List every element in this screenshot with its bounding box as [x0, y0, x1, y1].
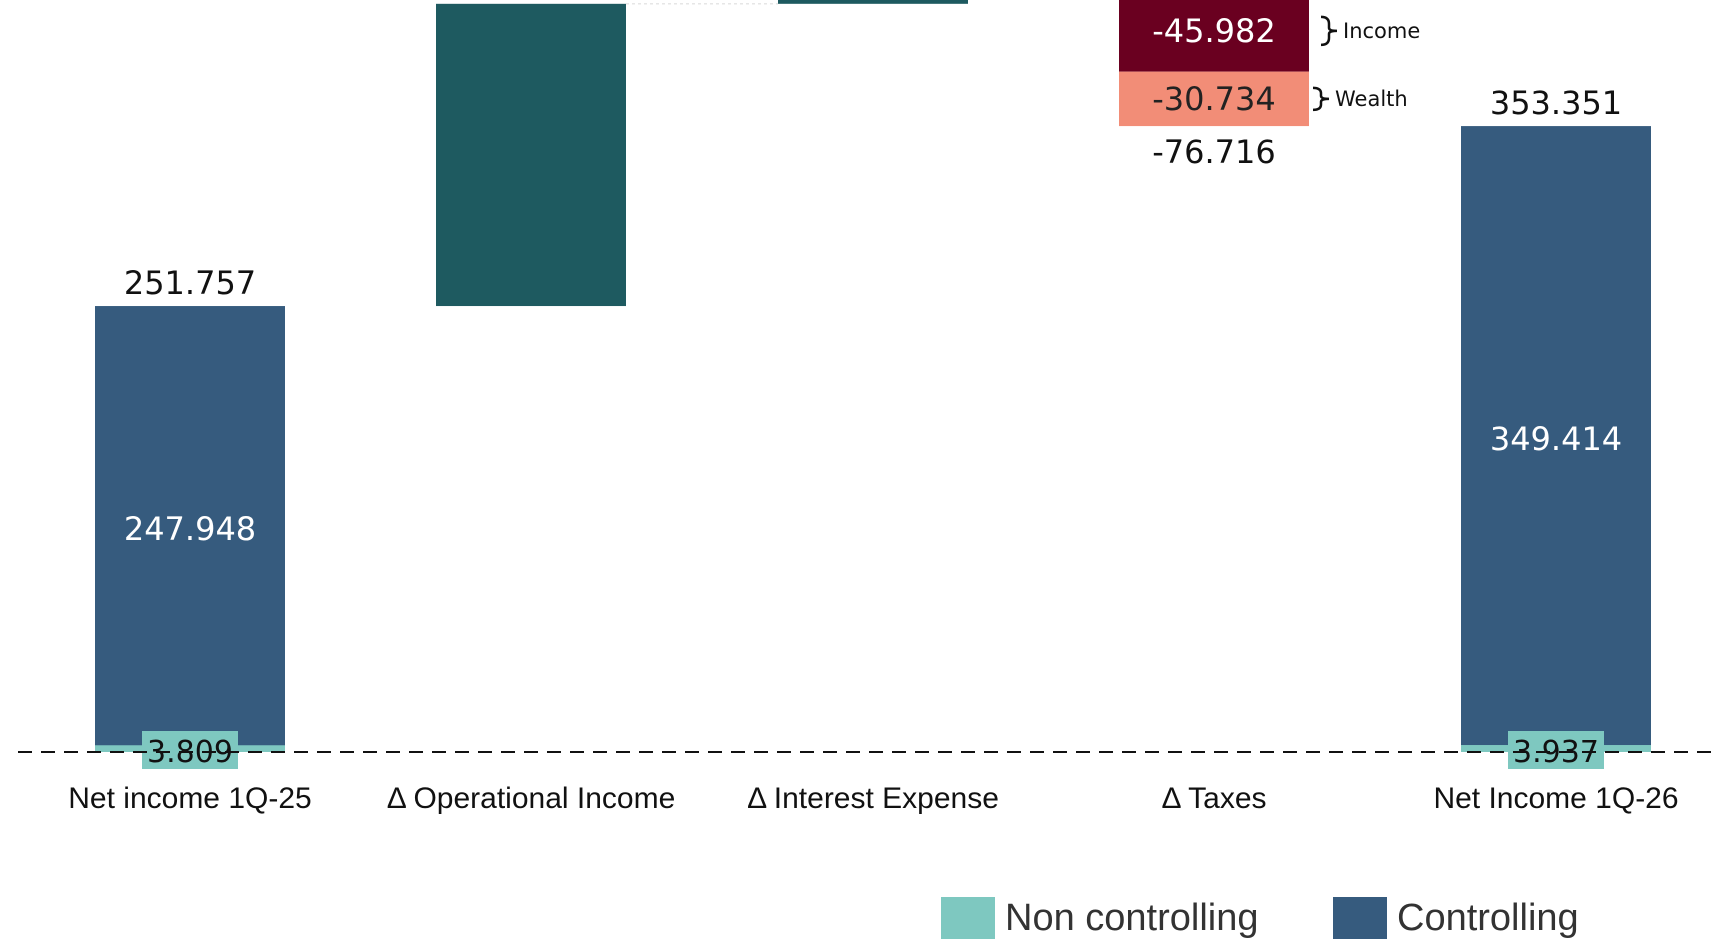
data-label-tax-wealth: -30.734 — [1152, 80, 1276, 118]
category-label: Net income 1Q-25 — [68, 782, 311, 815]
legend-swatch-controlling — [1333, 897, 1387, 939]
non-controlling-label-box — [1508, 731, 1604, 769]
bar-controlling — [95, 306, 285, 752]
value-labels-group: 3.809247.948251.757170.6157.695-45.982In… — [124, 12, 1622, 770]
bar-delta — [436, 3, 626, 307]
connector-lines — [626, 3, 778, 5]
non-controlling-label-box — [142, 731, 238, 769]
bracket-label-income: Income — [1343, 19, 1420, 43]
category-labels-group: Net income 1Q-25 Δ Operational Income Δ In… — [68, 782, 1678, 815]
bars-group — [95, 0, 1651, 769]
category-label: Δ Taxes — [1161, 782, 1266, 815]
bar-tax-wealth — [1119, 71, 1309, 127]
bar-tax-income — [1119, 0, 1309, 72]
data-label-delta-total: -76.716 — [1152, 133, 1276, 171]
legend: Non controlling Controlling — [941, 897, 1579, 939]
data-label-tax-income: -45.982 — [1152, 12, 1276, 50]
legend-swatch-non-controlling — [941, 897, 995, 939]
data-label-total: 251.757 — [124, 264, 256, 302]
bracket-income — [1320, 15, 1338, 47]
legend-label-non-controlling: Non controlling — [1005, 897, 1258, 939]
bracket-wealth — [1312, 86, 1330, 112]
bar-delta — [778, 0, 968, 4]
data-label-total: 353.351 — [1490, 84, 1622, 122]
bar-controlling — [1461, 126, 1651, 752]
data-label-controlling: 247.948 — [124, 510, 256, 548]
category-label: Δ Operational Income — [387, 782, 676, 815]
legend-label-controlling: Controlling — [1397, 897, 1579, 939]
category-label: Net Income 1Q-26 — [1433, 782, 1678, 815]
bracket-label-wealth: Wealth — [1335, 87, 1408, 111]
category-label: Δ Interest Expense — [747, 782, 999, 815]
data-label-controlling: 349.414 — [1490, 420, 1622, 458]
